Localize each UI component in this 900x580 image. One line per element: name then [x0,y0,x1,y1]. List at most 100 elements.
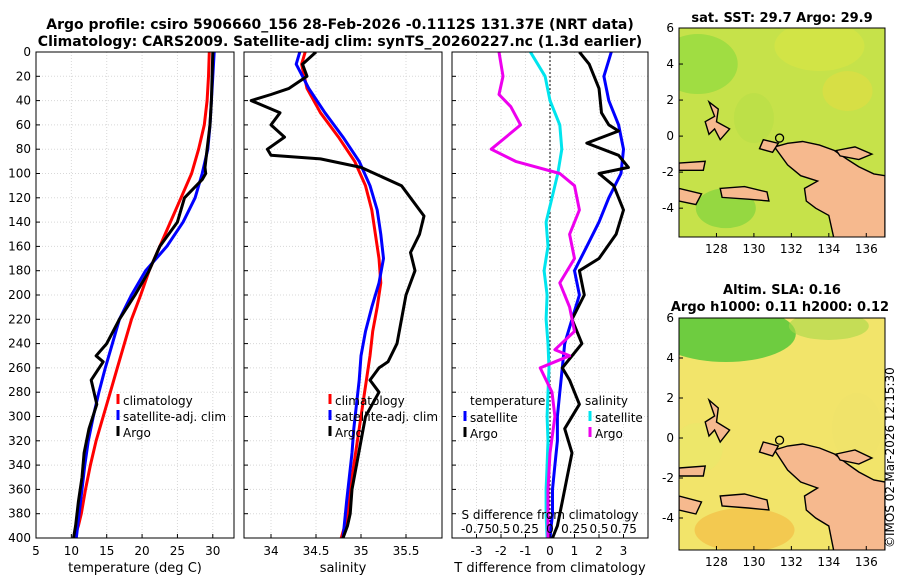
legend-label: satellite [470,411,518,425]
legend-label: Argo [335,426,363,440]
legend-label: satellite-adj. clim [123,410,226,424]
y-tick-label: 20 [16,69,31,83]
land-mass [835,146,874,161]
x-tick-label: -3 [471,544,483,558]
profile-title: Argo profile: csiro 5906660_156 28-Feb-2… [46,17,634,33]
x-axis-label: T difference from climatology [453,561,646,576]
ocean-anomaly [788,318,869,340]
sst-map: 128 130 132 134 136 6 4 2 0 -2 -4 [662,21,886,256]
y-tick-label: 240 [8,337,31,351]
top-tick-label: 0.5 [589,522,608,536]
map-y-tick-label: 6 [666,21,674,35]
series-s-argo [489,52,581,538]
x-tick-label: -1 [520,544,532,558]
map-y-tick-label: -4 [662,511,674,525]
top-tick-label: 0.25 [512,522,539,536]
x-tick-label: 5 [32,544,40,558]
x-tick-label: 15 [99,544,114,558]
sla-map: 128 130 132 134 136 6 4 2 0 -2 -4 [662,311,886,569]
panel-difference: -3 -2 -1 0 1 2 3 T difference from climatology S… [451,51,649,576]
y-tick-label: 0 [23,45,31,59]
map-x-tick-label: 136 [855,242,878,256]
x-tick-label: 34.5 [303,544,330,558]
legends: climatology satellite-adj. clim Argo climat… [116,394,643,441]
y-tick-label: 200 [8,288,31,302]
legend-title: salinity [585,394,628,408]
map-x-tick-label: 134 [817,242,840,256]
land-mass [679,187,703,206]
map-frame [678,317,886,551]
sst-map-title: sat. SST: 29.7 Argo: 29.9 [691,11,873,26]
land-mass [773,140,885,237]
y-tick-label: 380 [8,507,31,521]
map-y-tick-label: 2 [666,391,674,405]
land-mass [773,443,885,550]
y-tick-label: 320 [8,434,31,448]
legend-title: temperature [470,394,545,408]
ocean-anomaly [679,34,738,95]
x-tick-label: 0 [546,544,554,558]
x-tick-label: 1 [571,544,579,558]
series-satellite-adj-clim [294,52,385,538]
y-tick-label: 100 [8,167,31,181]
legend-label: climatology [123,394,193,408]
ocean-anomaly [822,71,873,112]
ocean-anomaly [831,393,882,463]
map-y-tick-label: 6 [666,311,674,325]
top-tick-label: 0.25 [561,522,588,536]
top-tick-label: 0.5 [491,522,510,536]
x-tick-label: 25 [170,544,185,558]
series-group [489,52,630,538]
land-mass [835,449,874,465]
map-x-tick-label: 128 [705,555,728,569]
x-tick-label: 20 [134,544,149,558]
legend-label: climatology [335,394,405,408]
map-x-tick-label: 136 [855,555,878,569]
top-tick-label: 0.75 [610,522,637,536]
profile-location-marker [774,435,785,445]
land-mass [679,495,703,515]
land-mass [679,465,707,477]
map-x-tick-label: 134 [817,555,840,569]
map-x-tick-label: 132 [780,555,803,569]
y-tick-label: 280 [8,385,31,399]
series-group [72,52,216,538]
legend-label: satellite [595,411,643,425]
map-y-tick-label: -2 [662,165,674,179]
ocean-anomaly [694,508,795,550]
x-tick-label: 35.5 [393,544,420,558]
y-tick-label: 360 [8,482,31,496]
map-x-tick-label: 128 [705,242,728,256]
map-y-tick-label: -2 [662,471,674,485]
ocean-anomaly [679,318,796,362]
x-tick-label: 3 [620,544,628,558]
x-tick-label: 2 [595,544,603,558]
x-tick-label: 35 [353,544,368,558]
sla-map-title: Altim. SLA: 0.16 [723,283,841,298]
ocean-anomaly [733,93,774,144]
y-tick-label: 340 [8,458,31,472]
map-y-tick-label: 4 [666,57,674,71]
y-tick-label: 120 [8,191,31,205]
map-y-tick-label: 2 [666,93,674,107]
map-content [679,28,885,237]
series-t-argo [551,52,630,538]
map-y-tick-label: 0 [666,129,674,143]
top-tick-label: -0.75 [461,522,492,536]
land-mass [704,397,731,444]
x-axis-label: salinity [320,561,367,576]
land-mass [679,160,707,172]
legend-label: Argo [595,427,623,441]
series-climatology [300,52,383,538]
series-climatology [73,52,211,538]
y-tick-label: 160 [8,239,31,253]
series-t-satellite [548,52,625,538]
map-y-tick-label: -4 [662,201,674,215]
climatology-title: Climatology: CARS2009. Satellite-adj cli… [37,34,643,50]
series-argo [72,52,215,538]
legend-label: satellite-adj. clim [335,410,438,424]
series-s-satellite [529,52,564,538]
series-argo [249,52,426,538]
